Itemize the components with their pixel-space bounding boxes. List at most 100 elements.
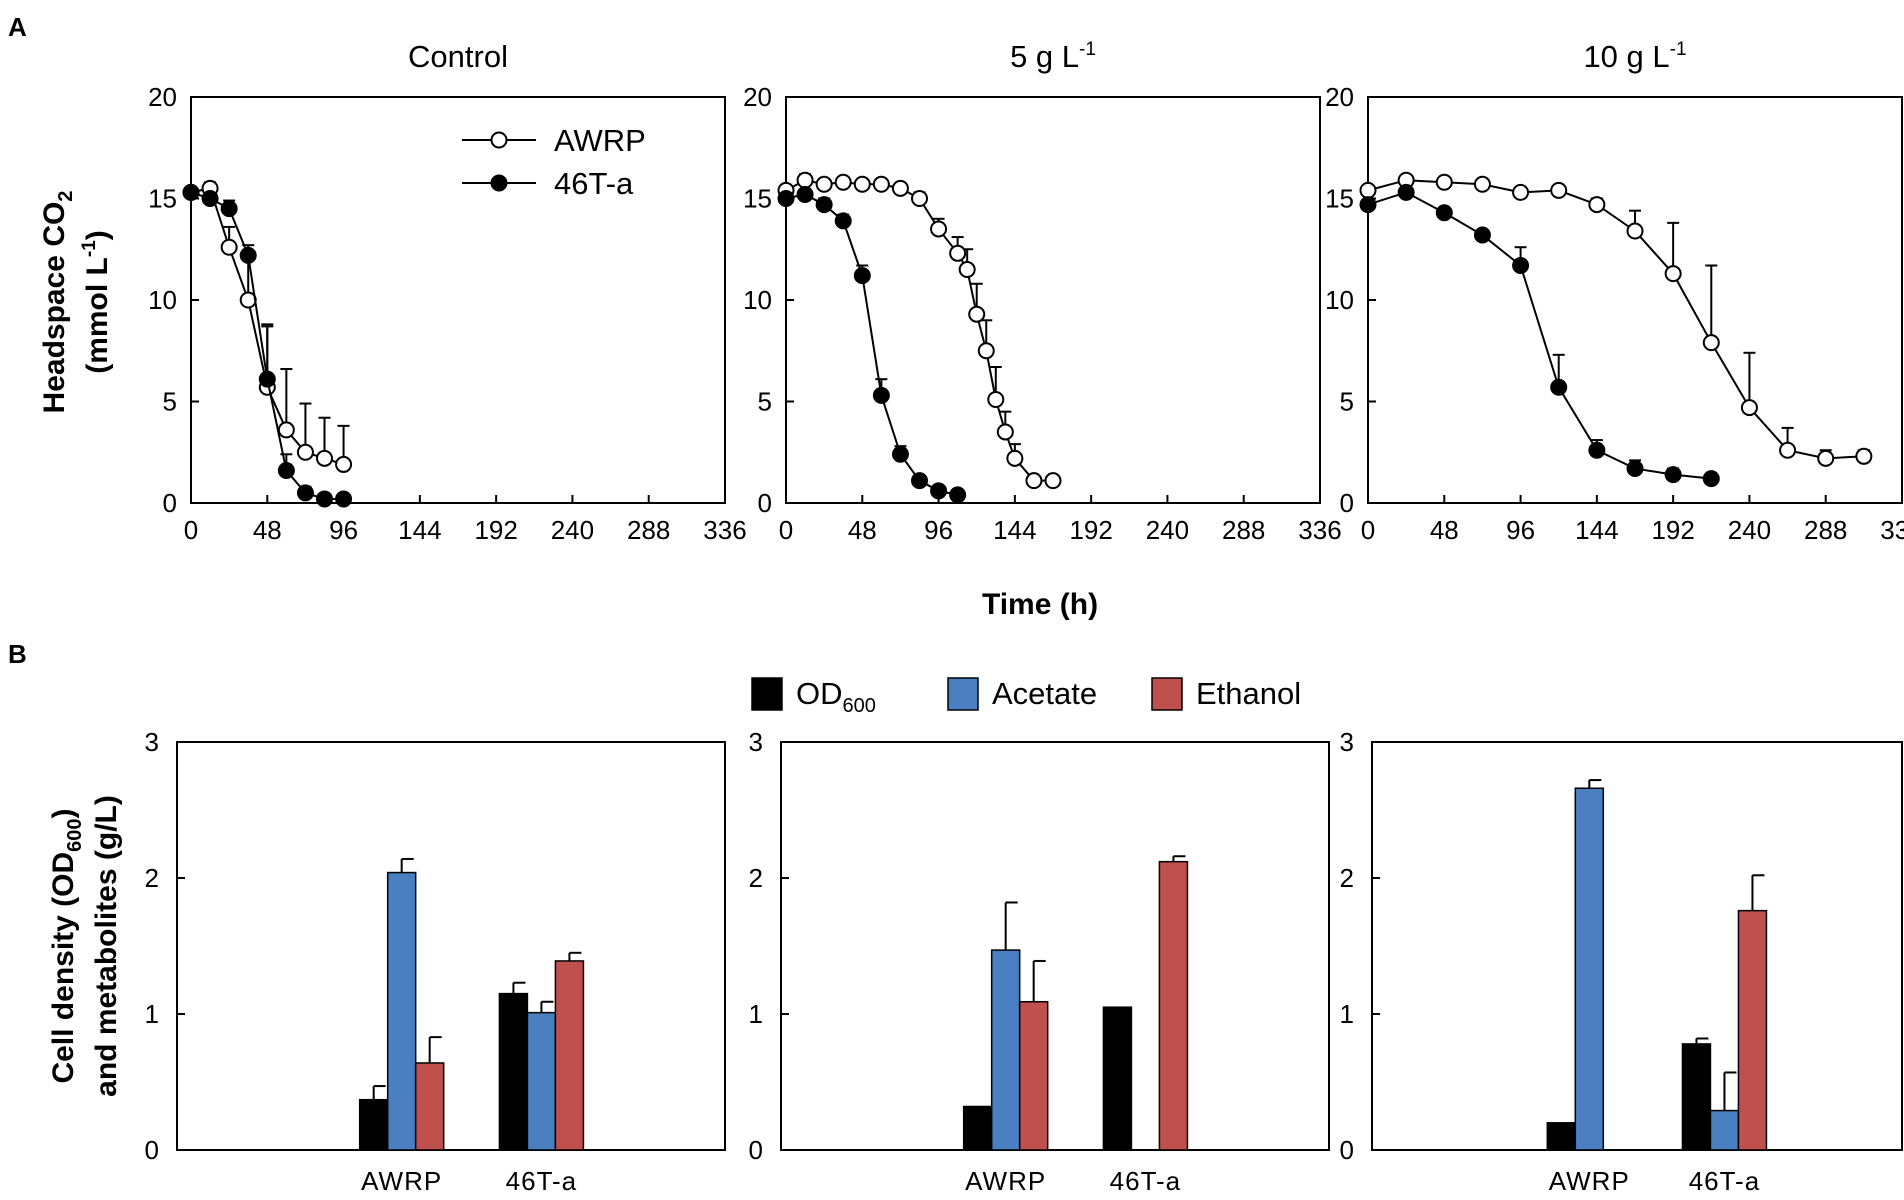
legend-item-AWRP: AWRP <box>462 123 646 158</box>
x-tick-label: 0 <box>1361 515 1375 545</box>
y-tick-label: 2 <box>749 863 763 893</box>
plot-frame <box>176 741 726 1151</box>
bar-OD600-46T-a <box>498 992 529 1151</box>
data-point-46T-a <box>1664 466 1682 484</box>
data-point-46T-a <box>1626 459 1644 477</box>
x-axis-label-time: Time (h) <box>982 588 1098 621</box>
x-category-label: 46T-a <box>1110 1166 1182 1196</box>
y-tick-label: 2 <box>1340 863 1354 893</box>
bar-OD600-AWRP <box>358 1098 389 1151</box>
y-tick-label: 0 <box>749 1135 763 1165</box>
x-tick-label: 240 <box>551 515 594 545</box>
error-bar <box>400 857 414 873</box>
data-point-AWRP <box>1779 441 1797 459</box>
data-point-46T-a <box>777 190 795 207</box>
chart-title: 10 g L-1 <box>1583 39 1686 74</box>
legend-marker <box>490 131 508 149</box>
x-tick-label: 144 <box>398 515 441 545</box>
bar-Acetate-46T-a <box>526 1011 557 1151</box>
panel-label-b: B <box>8 639 27 669</box>
legend-item-Acetate: Acetate <box>947 676 1097 711</box>
bar-Ethanol-46T-a <box>1158 860 1189 1151</box>
error-bar <box>372 1085 386 1100</box>
data-point-AWRP <box>1855 447 1873 465</box>
data-point-AWRP <box>796 171 814 189</box>
error-bar <box>1695 1037 1709 1044</box>
data-point-AWRP <box>335 455 353 473</box>
data-point-46T-a <box>277 462 295 480</box>
data-point-AWRP <box>968 305 986 323</box>
data-point-46T-a <box>1397 183 1415 201</box>
y-tick-label: 10 <box>743 285 772 315</box>
data-point-AWRP <box>277 421 295 439</box>
x-category-label: 46T-a <box>1689 1166 1761 1196</box>
data-point-AWRP <box>296 443 314 461</box>
data-point-46T-a <box>1512 256 1530 274</box>
error-bar <box>540 1000 554 1013</box>
data-point-AWRP <box>1588 196 1606 214</box>
data-point-46T-a <box>1359 196 1377 214</box>
legend-item-Ethanol: Ethanol <box>1151 676 1301 711</box>
y-tick-label: 3 <box>749 727 763 757</box>
legend-label: AWRP <box>554 123 646 158</box>
y-tick-label: 10 <box>148 285 177 315</box>
x-tick-label: 288 <box>627 515 670 545</box>
data-point-46T-a <box>1702 470 1720 488</box>
legend-swatch <box>947 677 979 711</box>
y-axis-label-line1: Cell density (OD600) <box>47 808 86 1083</box>
y-tick-label: 5 <box>1340 387 1354 417</box>
data-point-AWRP <box>930 220 948 238</box>
error-bar <box>1723 1071 1737 1111</box>
bar-OD600-46T-a <box>1102 1006 1133 1151</box>
x-category-label: AWRP <box>965 1166 1046 1196</box>
error-bar <box>568 951 582 961</box>
data-point-46T-a <box>872 386 890 404</box>
y-tick-label: 1 <box>749 999 763 1029</box>
data-point-46T-a <box>335 490 353 508</box>
data-point-AWRP <box>1664 265 1682 283</box>
x-tick-label: 336 <box>703 515 746 545</box>
data-point-46T-a <box>834 212 852 230</box>
x-tick-label: 336 <box>1880 515 1904 545</box>
line-chart-control: Control 0 5 10 15 20 0 48 96 144 192 240 288 336 <box>148 39 747 545</box>
legend-label: Ethanol <box>1196 676 1301 711</box>
series-line-AWRP <box>1367 179 1864 460</box>
bar-Ethanol-46T-a <box>1737 909 1768 1151</box>
data-point-46T-a <box>796 185 814 203</box>
data-point-AWRP <box>977 342 995 360</box>
error-bar <box>512 981 526 994</box>
y-axis-label-line1: Headspace CO2 <box>38 191 77 414</box>
y-tick-label: 3 <box>1340 727 1354 757</box>
x-tick-label: 48 <box>253 515 282 545</box>
y-tick-label: 15 <box>148 184 177 214</box>
panel-label-a: A <box>8 12 27 42</box>
data-point-46T-a <box>182 183 200 201</box>
bar-chart-10gL: 0 1 2 3 AWRP 46T-a <box>1340 727 1903 1196</box>
x-tick-label: 96 <box>1506 515 1535 545</box>
plot-frame <box>1371 741 1903 1151</box>
y-tick-label: 0 <box>758 488 772 518</box>
data-point-AWRP <box>220 238 238 256</box>
data-point-46T-a <box>949 486 967 504</box>
y-tick-label: 0 <box>163 488 177 518</box>
data-point-AWRP <box>1702 334 1720 352</box>
data-point-46T-a <box>258 370 276 388</box>
error-bar <box>1751 874 1765 911</box>
data-point-AWRP <box>316 449 333 467</box>
legend-item-46T-a: 46T-a <box>462 166 634 201</box>
x-tick-label: 96 <box>329 515 358 545</box>
data-point-AWRP <box>1512 183 1530 201</box>
x-tick-label: 240 <box>1728 515 1771 545</box>
legend-label: OD600 <box>796 676 876 717</box>
data-point-46T-a <box>201 190 219 207</box>
error-bar <box>1172 855 1186 862</box>
x-tick-label: 288 <box>1222 515 1265 545</box>
y-axis-label-headspace: Headspace CO2(mmol L-1) <box>38 191 114 414</box>
error-bar <box>428 1036 442 1063</box>
line-legend: AWRP 46T-a <box>462 123 646 201</box>
bar-Ethanol-AWRP <box>1018 1001 1049 1151</box>
data-point-AWRP <box>834 173 852 191</box>
error-bar <box>280 368 293 430</box>
data-point-AWRP <box>891 179 909 197</box>
